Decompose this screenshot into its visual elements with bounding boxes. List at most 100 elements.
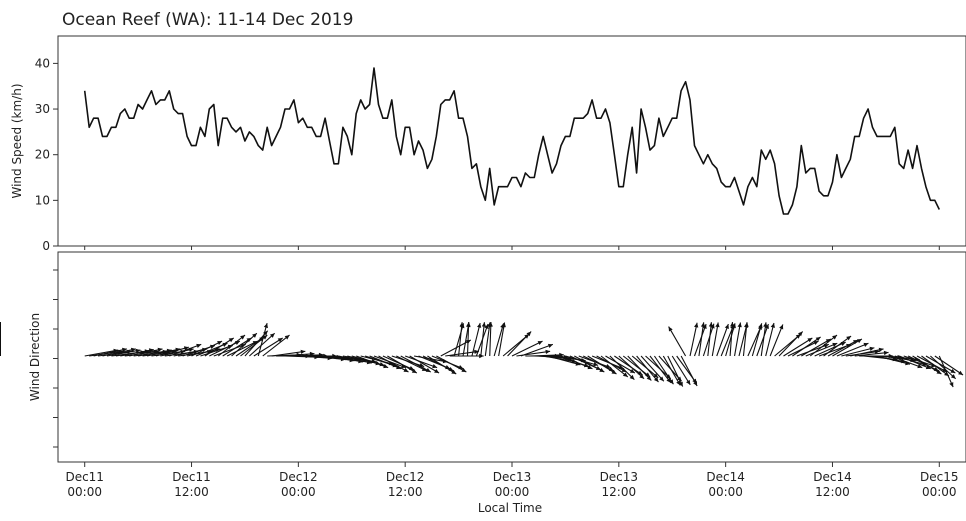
wind-direction-arrowhead [744, 322, 749, 327]
wind-direction-arrowhead [659, 376, 664, 382]
x-tick-label-date: Dec14 [813, 470, 852, 484]
wind-direction-arrow [146, 348, 181, 357]
wind-direction-arrowhead [466, 322, 471, 327]
wind-direction-arrow [155, 346, 189, 357]
wind-direction-arrow [520, 343, 554, 357]
wind-direction-arrowhead [411, 368, 417, 373]
wind-direction-arrowhead [196, 343, 202, 348]
x-tick-label-time: 12:00 [815, 485, 850, 499]
wind-direction-arrowhead [459, 322, 464, 327]
x-tick-label-time: 00:00 [281, 485, 316, 499]
wind-direction-arrowhead [694, 322, 699, 328]
x-tick-label-date: Dec13 [600, 470, 639, 484]
wind-direction-arrow [574, 355, 605, 373]
wind-direction-arrowhead [883, 350, 889, 356]
wind-direction-arrow [662, 355, 681, 386]
wind-direction-arrow [489, 322, 492, 357]
wind-speed-y-tick-label: 10 [35, 193, 50, 207]
wind-direction-arrowhead [807, 338, 813, 343]
wind-direction-arrow [471, 322, 481, 357]
wind-direction-arrowhead [958, 370, 963, 375]
wind-direction-arrow [756, 323, 769, 357]
wind-direction-arrowhead [252, 333, 257, 338]
wind-direction-arrow [271, 350, 306, 357]
wind-direction-arrow [814, 341, 846, 357]
wind-direction-arrow [262, 334, 290, 357]
wind-speed-x-ticks [84, 246, 940, 250]
wind-direction-arrowhead [228, 338, 234, 343]
wind-direction-arrowhead [869, 346, 875, 351]
wind-speed-y-tick-label: 30 [35, 102, 50, 116]
wind-speed-panel: 0 10 20 30 40 Wind Speed (km/h) [10, 35, 966, 253]
wind-speed-frame [57, 35, 966, 247]
wind-direction-arrow [560, 355, 593, 370]
wind-direction-arrowhead [730, 322, 735, 327]
wind-direction-arrowhead [629, 374, 635, 380]
wind-direction-arrow [836, 342, 869, 357]
wind-direction-arrow [222, 337, 252, 357]
wind-direction-arrow [609, 355, 635, 381]
wind-direction-arrowhead [763, 322, 768, 328]
wind-direction-frame [57, 251, 966, 463]
wind-direction-arrowhead [813, 341, 819, 345]
wind-direction-arrow [600, 355, 629, 378]
wind-direction-arrow [396, 355, 428, 372]
wind-direction-arrowhead [135, 348, 141, 353]
wind-direction-arrow [582, 355, 615, 372]
wind-direction-arrow [698, 322, 705, 357]
wind-direction-arrow [466, 322, 470, 357]
wind-direction-arrowhead [269, 333, 275, 338]
wind-direction-arrow [783, 337, 813, 357]
wind-direction-arrowhead [678, 381, 683, 387]
wind-direction-arrow [801, 338, 832, 357]
wind-direction-arrowhead [263, 330, 268, 336]
wind-direction-arrowhead [856, 339, 862, 344]
wind-direction-arrowhead [501, 322, 506, 328]
x-tick-label-time: 00:00 [922, 485, 957, 499]
wind-direction-arrowhead [770, 323, 775, 328]
wind-direction-arrow [751, 323, 763, 357]
wind-direction-arrowhead [758, 323, 763, 329]
wind-speed-y-tick-label: 20 [35, 148, 50, 162]
wind-direction-arrow [226, 340, 258, 357]
wind-direction-arrow [204, 337, 235, 357]
wind-direction-arrowhead [130, 347, 136, 352]
wind-direction-arrowhead [559, 352, 564, 358]
wind-direction-arrow [191, 340, 223, 357]
wind-direction-arrowhead [832, 335, 837, 340]
wind-direction-arrowhead [461, 367, 467, 372]
wind-direction-arrow [484, 322, 491, 357]
wind-direction-arrowhead [484, 324, 489, 329]
wind-direction-arrow [427, 355, 457, 375]
wind-direction-arrow [899, 355, 931, 370]
wind-direction-arrow [671, 355, 691, 386]
wind-direction-arrow [832, 338, 863, 357]
wind-direction-arrow [921, 355, 950, 377]
wind-direction-y-label: Wind Direction [28, 313, 42, 401]
wind-direction-arrowhead [708, 322, 714, 327]
wind-direction-arrowhead [668, 326, 673, 332]
wind-direction-arrow [436, 355, 467, 373]
wind-direction-arrow [716, 323, 729, 357]
wind-direction-arrow [93, 348, 127, 357]
wind-direction-arrowhead [832, 342, 838, 347]
wind-direction-arrow [729, 322, 734, 357]
wind-direction-arrow [338, 355, 372, 364]
wind-direction-arrowhead [846, 336, 852, 341]
wind-direction-arrow [640, 355, 665, 382]
wind-direction-arrowhead [715, 322, 720, 328]
wind-direction-arrow [649, 355, 672, 384]
wind-direction-arrow [668, 326, 687, 357]
wind-direction-arrow [680, 355, 698, 387]
x-tick-label-date: Dec11 [172, 470, 211, 484]
wind-direction-arrow [547, 355, 581, 366]
wind-direction-arrows [0, 322, 964, 388]
wind-speed-series-line [83, 67, 941, 215]
wind-direction-arrow [507, 331, 532, 357]
wind-direction-arrow [702, 323, 715, 357]
wind-direction-arrowhead [936, 369, 942, 374]
wind-direction-arrow [765, 322, 775, 357]
x-tick-label-date: Dec11 [65, 470, 104, 484]
wind-direction-arrowhead [669, 379, 674, 385]
wind-direction-arrowhead [545, 349, 551, 354]
